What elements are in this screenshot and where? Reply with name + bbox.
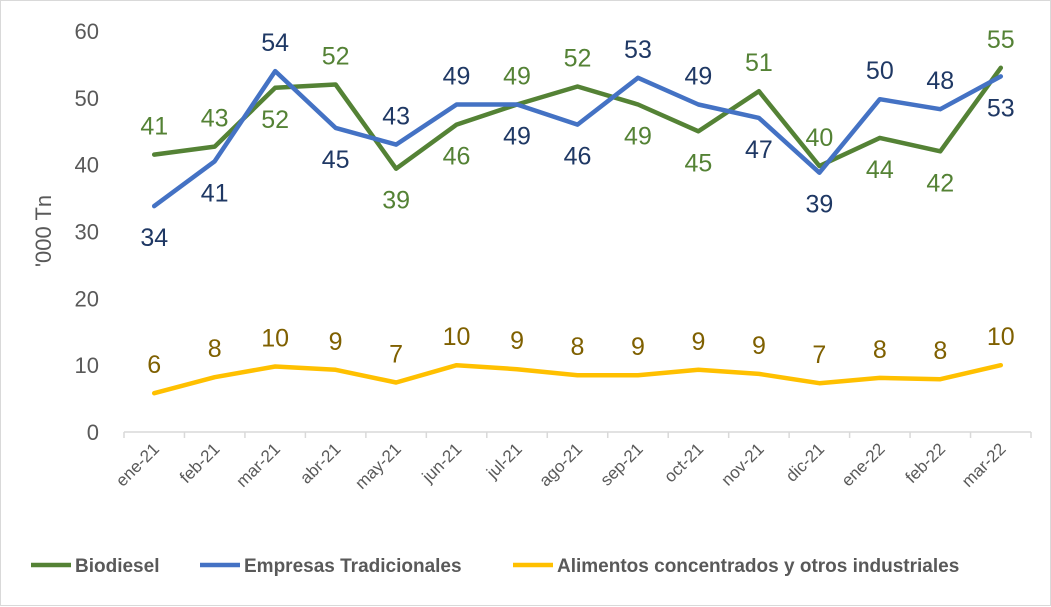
data-label: 9	[329, 328, 343, 356]
data-label: 9	[691, 328, 705, 356]
data-label: 43	[201, 105, 229, 133]
data-label: 49	[624, 123, 652, 151]
data-label: 7	[389, 341, 403, 369]
x-tick-label: dic-21	[782, 439, 828, 485]
data-label: 45	[685, 149, 713, 177]
data-label: 9	[631, 333, 645, 361]
x-tick-label: nov-21	[718, 439, 768, 489]
y-tick-label: 0	[87, 420, 99, 445]
x-tick-label: may-21	[351, 439, 405, 493]
data-label: 49	[503, 63, 531, 91]
data-label: 41	[140, 113, 168, 141]
legend-label: Alimentos concentrados y otros industria…	[557, 556, 959, 577]
data-label: 9	[510, 327, 524, 355]
data-label: 8	[873, 336, 887, 364]
data-label: 9	[752, 332, 766, 360]
x-tick-label: ene-22	[838, 439, 889, 490]
legend: Biodiesel Empresas Tradicionales Alimentos…	[31, 556, 959, 577]
series-line-1	[151, 68, 1004, 209]
data-label: 6	[147, 351, 161, 379]
series-line-0	[151, 65, 1004, 171]
data-label: 39	[805, 191, 833, 219]
data-label: 41	[201, 179, 229, 207]
x-tick-label: feb-22	[902, 439, 950, 487]
x-tick-label: mar-22	[958, 439, 1010, 491]
series-lines	[151, 65, 1004, 396]
data-label: 53	[624, 36, 652, 64]
x-tick-label: jul-21	[482, 439, 526, 483]
data-label: 40	[805, 124, 833, 152]
data-label: 52	[564, 44, 592, 72]
data-label: 54	[261, 29, 289, 57]
data-label: 50	[866, 57, 894, 85]
series-line-2	[151, 362, 1004, 396]
data-label: 43	[382, 103, 410, 131]
y-axis-title: '000 Tn	[31, 195, 56, 267]
data-label: 8	[208, 335, 222, 363]
x-tick-label: ago-21	[535, 439, 586, 490]
data-label: 51	[745, 49, 773, 77]
y-tick-label: 30	[75, 220, 99, 245]
data-label: 52	[322, 42, 350, 70]
y-tick-label: 50	[75, 86, 99, 111]
x-tick-label: abr-21	[296, 439, 344, 487]
x-tick-label: sep-21	[597, 439, 647, 489]
data-label: 47	[745, 136, 773, 164]
data-label: 34	[140, 224, 168, 252]
data-label: 49	[503, 123, 531, 151]
x-tick-label: feb-21	[176, 439, 224, 487]
data-label: 46	[443, 143, 471, 171]
y-axis-title-group: '000 Tn	[31, 195, 56, 267]
data-labels: 41 43 52 52 39 46 49 52 49 45 51 40 44 42 55 34 41 54 45 43…	[140, 26, 1014, 379]
y-axis-ticks: 0 10 20 30 40 50 60	[75, 19, 99, 445]
data-label: 55	[987, 26, 1015, 54]
data-label: 53	[987, 94, 1015, 122]
data-label: 52	[261, 106, 289, 134]
x-tick-label: oct-21	[660, 439, 707, 486]
data-label: 8	[933, 337, 947, 365]
data-label: 8	[571, 333, 585, 361]
y-tick-label: 60	[75, 19, 99, 44]
y-tick-label: 20	[75, 286, 99, 311]
data-label: 10	[987, 323, 1015, 351]
data-label: 49	[443, 63, 471, 91]
data-label: 42	[926, 169, 954, 197]
x-tick-label: jun-21	[418, 439, 466, 487]
x-tick-label: ene-21	[112, 439, 163, 490]
data-label: 44	[866, 156, 894, 184]
data-label: 10	[443, 323, 471, 351]
data-label: 49	[685, 63, 713, 91]
x-tick-label: mar-21	[232, 439, 284, 491]
y-tick-label: 10	[75, 353, 99, 378]
data-label: 10	[261, 325, 289, 353]
data-label: 45	[322, 146, 350, 174]
data-label: 7	[812, 341, 826, 369]
data-label: 46	[564, 143, 592, 171]
y-tick-label: 40	[75, 153, 99, 178]
legend-label: Empresas Tradicionales	[244, 556, 462, 577]
x-axis: ene-21 feb-21 mar-21 abr-21 may-21 jun-21 jul-…	[112, 431, 1032, 493]
legend-label: Biodiesel	[75, 556, 159, 577]
data-label: 39	[382, 187, 410, 215]
data-label: 48	[926, 67, 954, 95]
